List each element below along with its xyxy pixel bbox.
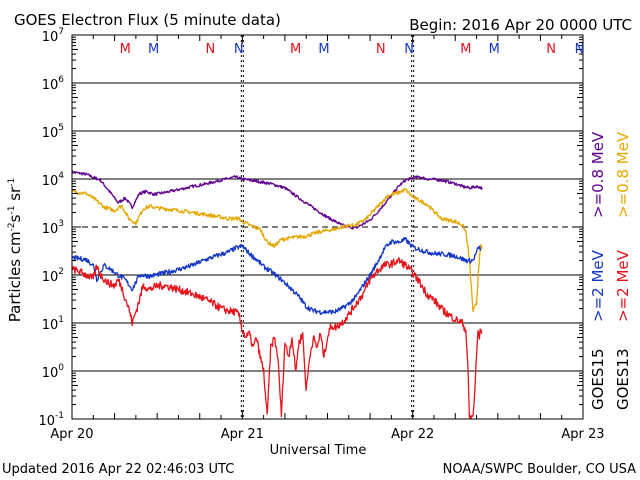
- y-axis-label: Particles cm-2s-1 sr-1: [6, 178, 24, 322]
- begin-date: Begin: 2016 Apr 20 0000 UTC: [409, 16, 632, 34]
- y-tick-label: 105: [42, 123, 64, 141]
- mn-marker: M: [148, 42, 159, 57]
- updated-timestamp: Updated 2016 Apr 22 02:46:03 UTC: [2, 462, 234, 477]
- mn-marker: M: [290, 42, 301, 57]
- legend-goes15_08: >=0.8 MeV: [589, 131, 607, 218]
- mn-marker: N: [376, 42, 386, 57]
- x-tick-label: Apr 20: [50, 427, 93, 442]
- mn-marker: N: [404, 42, 414, 57]
- y-tick-label: 107: [42, 27, 64, 45]
- mn-marker: M: [318, 42, 329, 57]
- legend-sat-goes13: GOES13: [614, 348, 632, 410]
- series-layer: [71, 170, 483, 419]
- x-tick-label: Apr 21: [221, 427, 264, 442]
- y-tick-label: 101: [42, 315, 64, 333]
- y-tick-label: 106: [42, 75, 65, 93]
- y-tick-label: 100: [42, 363, 65, 381]
- gridlines: [72, 82, 583, 372]
- y-tick-label: 102: [42, 267, 64, 285]
- x-tick-label: Apr 22: [391, 427, 434, 442]
- series-line-3: [71, 257, 483, 419]
- axis-ticks: 10-1 100 101 102 103 104 105 106 107 Apr 20 Apr 21…: [38, 27, 604, 442]
- midnight-markers: [240, 35, 415, 419]
- y-tick-label: 10-1: [38, 411, 64, 429]
- credit-text: NOAA/SWPC Boulder, CO USA: [443, 462, 636, 477]
- legend-goes15_2: >=2 MeV: [589, 249, 607, 322]
- mn-marker: N: [206, 42, 216, 57]
- chart-title: GOES Electron Flux (5 minute data): [14, 11, 281, 29]
- series-line-0: [71, 170, 483, 230]
- legend-sat-goes15: GOES15: [589, 348, 607, 410]
- mn-marker: N: [546, 42, 556, 57]
- mn-marker: N: [575, 42, 585, 57]
- y-tick-label: 103: [42, 219, 64, 237]
- legend: >=0.8 MeV >=0.8 MeV >=2 MeV >=2 MeV GOES15 GO…: [589, 131, 632, 410]
- mn-marker: N: [234, 42, 244, 57]
- mn-marker: M: [460, 42, 471, 57]
- mn-marker: M: [120, 42, 131, 57]
- legend-goes13_2: >=2 MeV: [614, 249, 632, 322]
- x-axis-label: Universal Time: [270, 443, 367, 458]
- x-tick-label: Apr 23: [561, 427, 604, 442]
- series-line-1: [71, 188, 483, 313]
- mn-marker: M: [489, 42, 500, 57]
- series-line-2: [71, 236, 482, 315]
- y-tick-label: 104: [42, 171, 65, 189]
- legend-goes13_08: >=0.8 MeV: [614, 131, 632, 218]
